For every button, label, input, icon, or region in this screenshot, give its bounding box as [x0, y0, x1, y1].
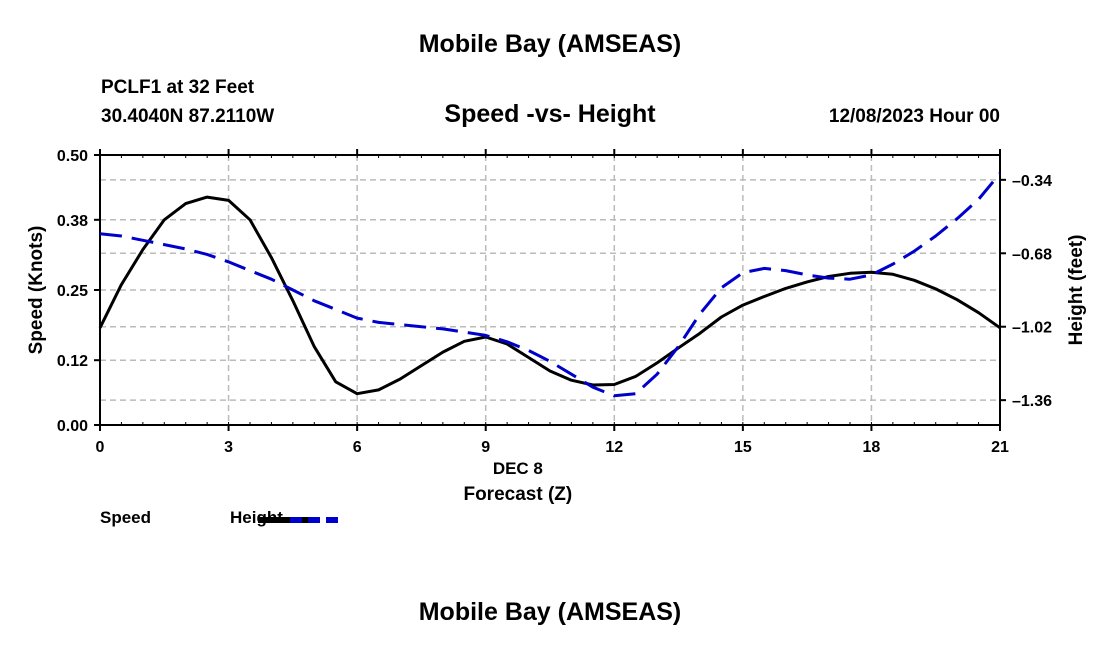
y-left-tick-label: 0.38 — [57, 213, 88, 230]
legend-speed-swatch — [258, 517, 312, 523]
legend-height-label: Height — [230, 508, 283, 527]
x-tick-label: 0 — [96, 439, 105, 456]
chart-subtitle: Speed -vs- Height — [444, 100, 656, 128]
y-right-tick-label: –1.36 — [1012, 393, 1052, 410]
footer-title: Mobile Bay (AMSEAS) — [418, 598, 682, 626]
forecast-datetime: 12/08/2023 Hour 00 — [828, 106, 1000, 127]
series-lines — [98, 172, 1002, 398]
legend-speed-label: Speed — [100, 508, 152, 527]
y-right-tick-label: –1.02 — [1012, 320, 1052, 337]
series-line-speed — [98, 195, 1001, 396]
legend: Speed Height — [100, 508, 360, 530]
x-tick-label: 15 — [734, 439, 752, 456]
series-line-height — [99, 172, 1002, 398]
x-tick-label: 21 — [991, 439, 1009, 456]
main-title: Mobile Bay (AMSEAS) — [418, 30, 682, 58]
x-tick-label: 12 — [605, 439, 623, 456]
y-right-tick-label: –0.68 — [1012, 246, 1052, 263]
x-tick-label: 18 — [863, 439, 881, 456]
y-axis-left-label: Speed (Knots) — [26, 226, 47, 355]
axis-ticks: 0 3 6 9 12 15 18 21 0.00 0.12 0.25 0.38 0.50 –1.36 –1.… — [57, 148, 1052, 456]
x-tick-label: 9 — [481, 439, 490, 456]
y-axis-right-label: Height (feet) — [1066, 235, 1087, 346]
y-left-tick-label: 0.12 — [57, 353, 88, 370]
x-axis-label: Forecast (Z) — [463, 484, 572, 505]
grid-lines — [100, 155, 1000, 425]
y-right-tick-label: –0.34 — [1012, 173, 1052, 190]
y-left-tick-label: 0.25 — [57, 283, 88, 300]
legend-height-swatch — [290, 517, 344, 523]
station-label: PCLF1 at 32 Feet — [101, 77, 255, 98]
y-left-tick-label: 0.50 — [57, 148, 88, 165]
y-left-tick-label: 0.00 — [57, 418, 88, 435]
x-tick-label: 3 — [224, 439, 233, 456]
x-axis-date-label: DEC 8 — [493, 459, 543, 478]
coordinates-label: 30.4040N 87.2110W — [101, 106, 275, 127]
x-tick-label: 6 — [353, 439, 362, 456]
